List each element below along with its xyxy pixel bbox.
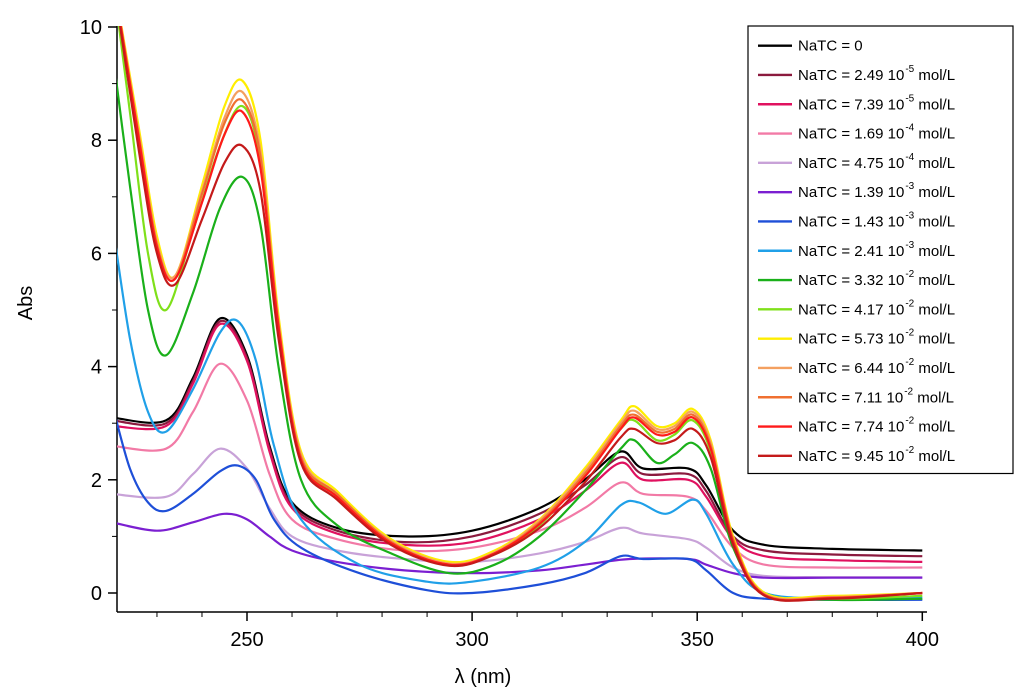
- legend-entry-base: NaTC = 5.73 10: [798, 331, 904, 348]
- legend-entry-1: NaTC = 2.49 10-5 mol/L: [798, 64, 955, 84]
- tick-labels: 250 300 350 400 0 2 4 6 8 10: [80, 17, 939, 651]
- legend-entry-unit: mol/L: [914, 272, 955, 289]
- legend-entry-base: NaTC = 7.74 10: [798, 419, 904, 436]
- legend-entry-unit: mol/L: [914, 155, 955, 172]
- legend-entry-base: NaTC = 1.69 10: [798, 126, 904, 143]
- legend-entry-unit: mol/L: [914, 419, 955, 436]
- legend-entry-unit: mol/L: [914, 331, 955, 348]
- y-axis-label: Abs: [15, 286, 37, 320]
- legend-entry-0: NaTC = 0: [798, 38, 863, 55]
- legend-entry-3: NaTC = 1.69 10-4 mol/L: [798, 123, 955, 143]
- legend-entry-8: NaTC = 3.32 10-2 mol/L: [798, 269, 955, 289]
- legend-entry-unit: mol/L: [913, 389, 954, 406]
- legend-entry-unit: mol/L: [914, 96, 955, 113]
- y-tick-label: 0: [91, 583, 102, 605]
- legend-entry-11: NaTC = 6.44 10-2 mol/L: [798, 357, 955, 377]
- x-tick-label: 400: [906, 629, 939, 651]
- legend-entry-exponent: -2: [905, 445, 914, 456]
- series-line-14: [118, 26, 923, 602]
- legend-entry-base: NaTC = 0: [798, 38, 863, 55]
- legend-entry-unit: mol/L: [914, 360, 955, 377]
- legend-entry-exponent: -3: [905, 181, 914, 192]
- legend-entry-unit: mol/L: [914, 448, 955, 465]
- series-line-13: [119, 26, 923, 602]
- x-tick-label: 250: [230, 629, 263, 651]
- legend-entry-base: NaTC = 7.11 10: [798, 389, 903, 406]
- legend-entry-exponent: -2: [904, 386, 913, 397]
- legend-entry-unit: mol/L: [914, 184, 955, 201]
- legend-entry-9: NaTC = 4.17 10-2 mol/L: [798, 298, 955, 318]
- legend-entry-base: NaTC = 6.44 10: [798, 360, 904, 377]
- legend-entry-exponent: -5: [905, 64, 914, 75]
- legend-entry-exponent: -2: [905, 298, 914, 309]
- series-line-0: [117, 317, 923, 552]
- legend-entry-unit: mol/L: [914, 301, 955, 318]
- legend-entry-exponent: -2: [905, 269, 914, 280]
- legend-entry-14: NaTC = 9.45 10-2 mol/L: [798, 445, 955, 465]
- series-line-6: [117, 418, 923, 601]
- legend-entry-6: NaTC = 1.43 10-3 mol/L: [798, 210, 955, 230]
- y-tick-label: 10: [80, 17, 102, 39]
- y-tick-label: 6: [91, 243, 102, 265]
- legend-entry-exponent: -4: [905, 123, 914, 134]
- legend-entry-exponent: -2: [905, 357, 914, 368]
- x-axis-label: λ (nm): [455, 666, 512, 688]
- legend-entry-7: NaTC = 2.41 10-3 mol/L: [798, 240, 955, 260]
- legend-entry-unit: mol/L: [914, 67, 955, 84]
- series-lines: [117, 26, 923, 602]
- legend-entry-exponent: -4: [905, 152, 914, 163]
- legend-entry-base: NaTC = 4.75 10: [798, 155, 904, 172]
- y-tick-label: 2: [91, 470, 102, 492]
- x-tick-label: 300: [455, 629, 488, 651]
- y-tick-label: 8: [91, 130, 102, 152]
- legend-entry-exponent: -5: [905, 93, 914, 104]
- series-line-4: [117, 447, 923, 579]
- legend-entry-5: NaTC = 1.39 10-3 mol/L: [798, 181, 955, 201]
- legend-entry-unit: mol/L: [914, 243, 955, 260]
- legend-entry-2: NaTC = 7.39 10-5 mol/L: [798, 93, 955, 113]
- legend-entry-exponent: -2: [905, 328, 914, 339]
- legend-entry-exponent: -3: [905, 210, 914, 221]
- legend-entry-base: NaTC = 7.39 10: [798, 96, 904, 113]
- legend-box: [747, 25, 1014, 475]
- legend-entry-unit: mol/L: [914, 126, 955, 143]
- legend-entry-base: NaTC = 2.49 10: [798, 67, 904, 84]
- legend-entry-unit: mol/L: [914, 213, 955, 230]
- legend-entry-10: NaTC = 5.73 10-2 mol/L: [798, 328, 955, 348]
- legend-entry-base: NaTC = 2.41 10: [798, 243, 904, 260]
- legend-entry-base: NaTC = 9.45 10: [798, 448, 904, 465]
- legend-entry-base: NaTC = 3.32 10: [798, 272, 904, 289]
- legend-entry-13: NaTC = 7.74 10-2 mol/L: [798, 416, 955, 436]
- series-line-8: [117, 77, 923, 602]
- axes: [116, 26, 927, 613]
- legend-entry-12: NaTC = 7.11 10-2 mol/L: [798, 386, 954, 406]
- legend-entry-exponent: -3: [905, 240, 914, 251]
- legend-entry-4: NaTC = 4.75 10-4 mol/L: [798, 152, 955, 172]
- legend-entry-base: NaTC = 1.39 10: [798, 184, 904, 201]
- legend-entry-base: NaTC = 4.17 10: [798, 301, 904, 318]
- x-tick-label: 350: [681, 629, 714, 651]
- y-tick-label: 4: [91, 357, 102, 379]
- legend-entry-exponent: -2: [905, 416, 914, 427]
- series-line-7: [117, 247, 923, 600]
- legend-entry-base: NaTC = 1.43 10: [798, 213, 904, 230]
